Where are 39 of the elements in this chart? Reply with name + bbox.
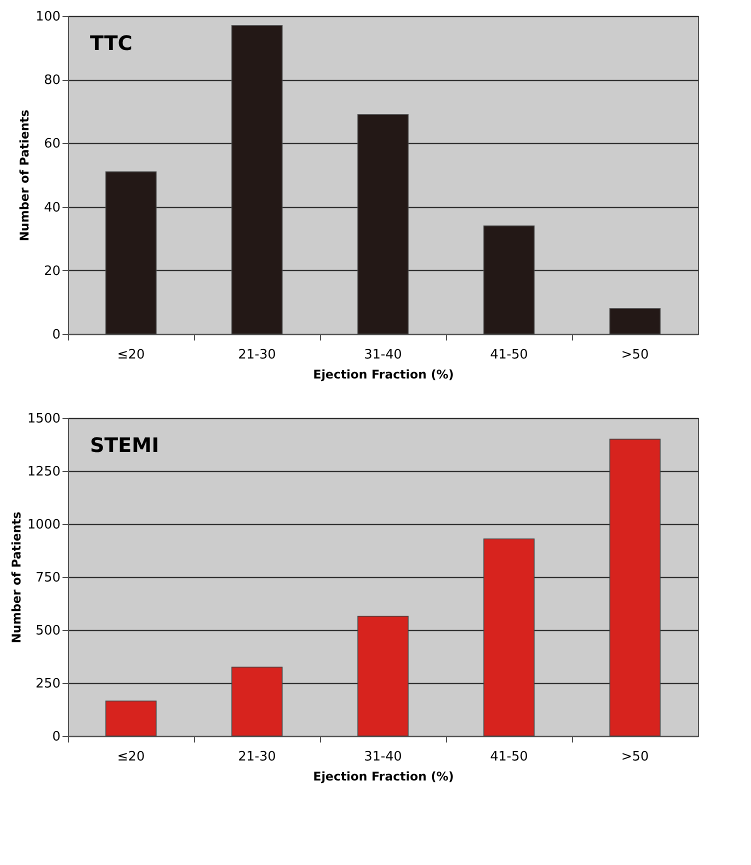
y-tick-label: 1500 <box>27 412 60 426</box>
y-tick-label: 100 <box>36 10 60 24</box>
x-axis-title: Ejection Fraction (%) <box>313 368 454 382</box>
y-tick-label: 60 <box>44 136 60 152</box>
bar <box>357 616 409 736</box>
x-tick-label: 41-50 <box>490 750 528 764</box>
y-tick-label: 250 <box>36 676 60 692</box>
x-tick-label: 21-30 <box>238 348 276 362</box>
y-tick-label: 80 <box>44 73 60 88</box>
bar <box>105 700 157 736</box>
bar <box>609 308 661 334</box>
x-tick-label: 31-40 <box>364 348 402 362</box>
x-tick-label: 31-40 <box>364 750 402 764</box>
bar <box>231 666 283 736</box>
text: TTC <box>90 31 132 55</box>
bar <box>105 171 157 334</box>
x-tick-label: 41-50 <box>490 348 528 362</box>
y-tick-label: 750 <box>36 570 60 586</box>
x-axis-title: Ejection Fraction (%) <box>313 770 454 784</box>
bar <box>483 225 535 334</box>
y-axis-title: Number of Patients <box>18 110 32 242</box>
y-tick-label: 0 <box>52 328 60 342</box>
y-tick-label: 20 <box>44 264 60 279</box>
x-tick-label: >50 <box>621 348 649 362</box>
y-tick-label: 0 <box>52 730 60 744</box>
text: STEMI <box>90 433 160 457</box>
x-tick-label: 21-30 <box>238 750 276 764</box>
x-tick-label: ≤20 <box>117 750 145 764</box>
y-tick-label: 500 <box>36 624 60 638</box>
y-tick-label: 1000 <box>27 518 60 532</box>
bar <box>483 538 535 736</box>
x-tick-label: ≤20 <box>117 348 145 362</box>
bar <box>231 25 283 334</box>
y-tick-label: 40 <box>44 200 60 216</box>
bar <box>609 438 661 736</box>
y-axis-title: Number of Patients <box>9 512 24 644</box>
x-tick-label: >50 <box>621 750 649 764</box>
bar <box>357 114 409 334</box>
y-tick-label: 1250 <box>27 464 60 480</box>
